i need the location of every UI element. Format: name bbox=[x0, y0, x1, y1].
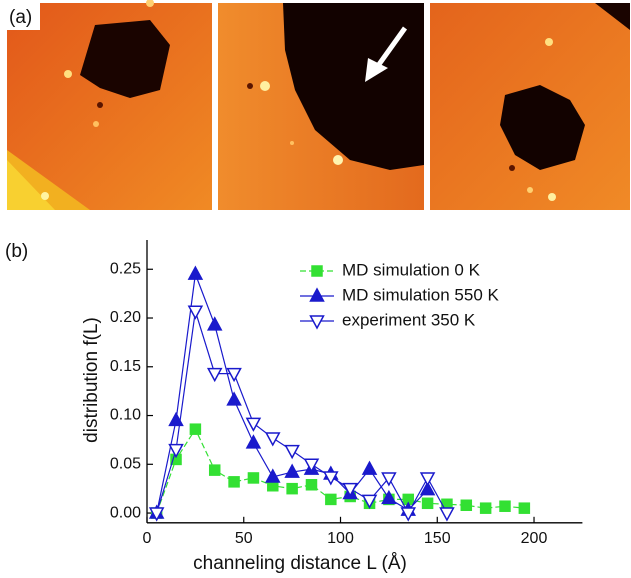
y-tick-label: 0.20 bbox=[110, 309, 141, 326]
marker bbox=[311, 265, 323, 277]
marker bbox=[381, 472, 397, 487]
marker bbox=[305, 479, 318, 491]
y-tick-label: 0.25 bbox=[110, 260, 141, 277]
marker bbox=[421, 497, 434, 510]
marker bbox=[226, 367, 242, 383]
marker bbox=[309, 315, 325, 330]
legend-label: MD simulation 0 K bbox=[342, 260, 481, 279]
panel-label: (b) bbox=[5, 241, 28, 262]
marker bbox=[303, 458, 320, 473]
marker bbox=[208, 464, 221, 476]
marker bbox=[284, 463, 300, 478]
marker bbox=[148, 507, 165, 522]
marker bbox=[361, 460, 378, 475]
stm-image-2 bbox=[218, 3, 424, 210]
marker bbox=[419, 472, 436, 487]
label-box bbox=[7, 3, 40, 30]
y-axis-label: distribution f(L) bbox=[81, 317, 102, 443]
marker bbox=[206, 367, 223, 383]
marker bbox=[247, 472, 260, 484]
marker bbox=[226, 391, 242, 406]
x-tick-label: 0 bbox=[143, 530, 152, 547]
x-axis-label: channeling distance L (Å) bbox=[193, 553, 407, 574]
marker bbox=[228, 476, 240, 488]
marker bbox=[518, 502, 531, 514]
y-tick-label: 0.00 bbox=[110, 504, 141, 521]
marker bbox=[419, 481, 436, 496]
marker bbox=[168, 443, 184, 459]
marker bbox=[245, 434, 262, 449]
marker bbox=[286, 482, 298, 495]
y-tick-label: 0.10 bbox=[110, 407, 141, 424]
marker bbox=[400, 507, 416, 522]
marker bbox=[381, 489, 397, 505]
y-tick-label: 0.15 bbox=[110, 358, 141, 375]
stm-image-3 bbox=[430, 3, 630, 210]
marker bbox=[187, 265, 204, 280]
marker bbox=[361, 494, 378, 509]
marker bbox=[245, 417, 262, 432]
marker bbox=[265, 468, 281, 483]
marker bbox=[284, 444, 300, 460]
legend-label: MD simulation 550 K bbox=[342, 285, 500, 304]
x-tick-label: 200 bbox=[521, 530, 548, 547]
panel-label: (a) bbox=[9, 7, 32, 28]
marker bbox=[323, 471, 339, 486]
marker bbox=[439, 507, 455, 522]
marker bbox=[206, 316, 223, 331]
legend-label: experiment 350 K bbox=[342, 310, 476, 329]
x-tick-label: 150 bbox=[424, 530, 451, 547]
marker bbox=[265, 432, 281, 447]
marker bbox=[499, 500, 511, 512]
marker bbox=[325, 493, 337, 506]
series-line bbox=[156, 311, 448, 515]
marker bbox=[187, 305, 204, 320]
marker bbox=[460, 499, 473, 511]
x-tick-label: 50 bbox=[235, 530, 253, 547]
marker bbox=[342, 482, 358, 498]
marker bbox=[479, 502, 492, 514]
marker bbox=[309, 287, 325, 302]
x-tick-label: 100 bbox=[327, 530, 354, 547]
y-tick-label: 0.05 bbox=[110, 456, 141, 473]
marker bbox=[189, 423, 202, 435]
stm-image-1 bbox=[7, 0, 212, 210]
